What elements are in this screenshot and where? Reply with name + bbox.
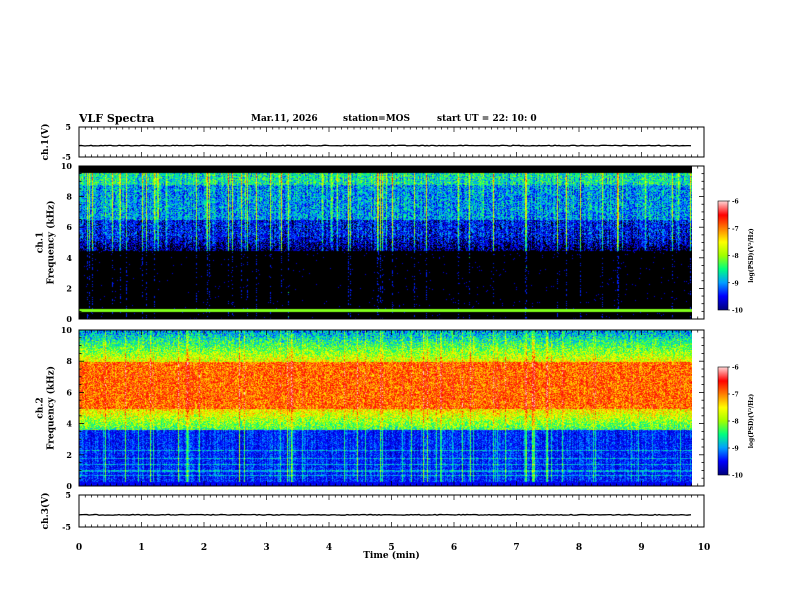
ch1-waveform-panel: 5 -5 ch.1(V)	[40, 122, 705, 162]
ch1-spectrogram-ytick-label: 0	[66, 314, 72, 324]
ch2-spectrogram-ylabel: ch.2Frequency (kHz)	[36, 366, 57, 450]
start-time-label: start UT = 22: 10: 0	[437, 114, 537, 124]
time-tick-label: 2	[201, 543, 207, 553]
ch2-spectrogram-ytick-label: 10	[61, 325, 73, 335]
ch2-spectrogram-image	[79, 330, 692, 486]
time-tick-label: 0	[76, 543, 82, 553]
ch1-colorbar-tick-label: -7	[732, 226, 739, 233]
ch1-waveform-ytick-label: -5	[62, 152, 71, 162]
station-label: station=MOS	[343, 114, 411, 124]
time-tick-label: 3	[263, 543, 269, 553]
ch2-colorbar-tick-label: -6	[732, 365, 739, 372]
ch1-colorbar-label: log(PSD)(V²/Hz)	[748, 228, 755, 283]
ch3-waveform-trace	[78, 513, 692, 516]
ch3-waveform-ylabel: ch.3(V)	[40, 493, 51, 530]
ch2-colorbar-tick-label: -9	[732, 446, 739, 453]
ch1-spectrogram-ytick-label: 8	[66, 192, 72, 202]
ch2-spectrogram-ytick-label: 6	[66, 387, 72, 397]
time-tick-label: 4	[326, 543, 332, 553]
ch1-spectrogram-panel: 0 2 4 6 8 10 ch.1Frequency (kHz)	[36, 161, 705, 324]
time-axis: 0 1 2 3 4 5 6 7 8 9 10 Time (min)	[76, 543, 710, 561]
ch1-spectrogram-ytick-label: 2	[66, 283, 72, 293]
ch1-colorbar-tick-label: -6	[732, 199, 739, 206]
ch1-spectrogram-ylabel: ch.1Frequency (kHz)	[36, 200, 57, 284]
ch1-spectrogram-ytick-label: 10	[61, 161, 73, 171]
ch3-waveform-panel: 5 -5 ch.3(V)	[40, 490, 705, 532]
ch1-colorbar-gradient	[718, 201, 728, 310]
ch1-waveform-ylabel: ch.1(V)	[40, 124, 51, 161]
ch1-colorbar: -6 -7 -8 -9 -10 log(PSD)(V²/Hz)	[717, 199, 755, 315]
ch2-colorbar-tick-label: -10	[732, 473, 743, 480]
ch1-colorbar-tick-label: -8	[732, 253, 739, 260]
ch1-spectrogram-ytick-label: 6	[66, 222, 72, 232]
ch2-colorbar-tick-label: -7	[732, 392, 739, 399]
time-tick-label: 8	[576, 543, 582, 553]
figure-title: VLF Spectra	[79, 112, 155, 125]
ch2-spectrogram-ytick-label: 2	[66, 450, 72, 460]
date-label: Mar.11, 2026	[251, 114, 318, 124]
ch2-spectrogram-ytick-label: 0	[66, 481, 72, 491]
ch2-colorbar-label: log(PSD)(V²/Hz)	[748, 394, 755, 449]
ch3-waveform-ytick-label: 5	[65, 490, 71, 500]
time-tick-label: 5	[388, 543, 394, 553]
time-tick-label: 1	[138, 543, 144, 553]
ch1-spectrogram-ytick-label: 4	[66, 253, 72, 263]
time-axis-label: Time (min)	[363, 550, 420, 561]
ch1-spectrogram-image	[79, 166, 692, 319]
ch2-colorbar-gradient	[718, 367, 728, 475]
time-tick-label: 10	[698, 543, 711, 553]
ch2-spectrogram-panel: 0 2 4 6 8 10 ch.2Frequency (kHz)	[36, 325, 705, 491]
ch2-colorbar-tick-label: -8	[732, 419, 739, 426]
ch3-waveform-ytick-label: -5	[62, 522, 71, 532]
time-tick-label: 6	[451, 543, 457, 553]
ch1-waveform-trace	[78, 144, 692, 147]
ch1-colorbar-tick-label: -10	[732, 308, 743, 315]
ch2-spectrogram-ytick-label: 4	[66, 419, 72, 429]
ch1-waveform-ytick-label: 5	[65, 122, 71, 132]
time-tick-label: 7	[513, 543, 519, 553]
ch2-spectrogram-ytick-label: 8	[66, 356, 72, 366]
ch1-colorbar-tick-label: -9	[732, 280, 739, 287]
ch2-colorbar: -6 -7 -8 -9 -10 log(PSD)(V²/Hz)	[717, 365, 755, 480]
time-tick-label: 9	[638, 543, 644, 553]
